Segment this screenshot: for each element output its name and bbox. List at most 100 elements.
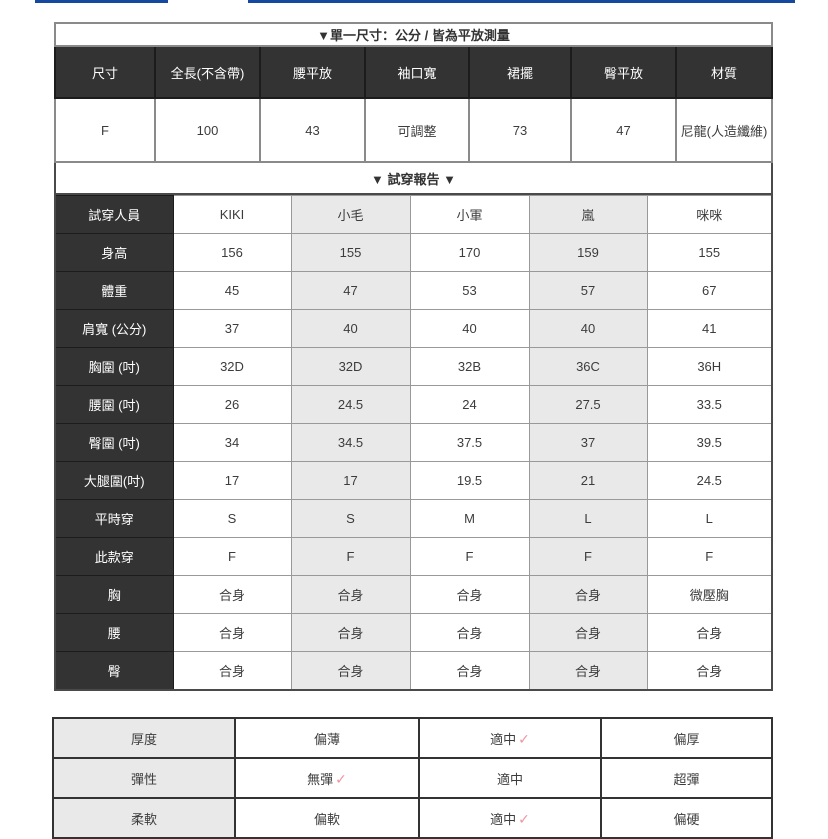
fit-value-cell: 合身 — [290, 575, 411, 614]
fit-row-label: 此款穿 — [54, 537, 174, 576]
fit-value-cell: 41 — [646, 309, 773, 348]
fit-value-cell: 32D — [172, 347, 292, 386]
fit-row-label: 臀圍 (吋) — [54, 423, 174, 462]
feel-option-text: 偏軟 — [313, 811, 340, 827]
fit-value-cell: 24.5 — [290, 385, 411, 424]
fit-value-cell: F — [172, 537, 292, 576]
feel-option-text: 偏薄 — [313, 731, 340, 747]
fit-value-cell: KIKI — [172, 195, 292, 234]
fit-report-row: 平時穿 S S M L L — [54, 499, 773, 538]
fit-report-title-bar: ▼ 試穿報告 ▼ — [54, 163, 773, 195]
fit-value-cell: 47 — [290, 271, 411, 310]
fit-value-cell: 159 — [528, 233, 648, 272]
top-clipped-link-underline-2[interactable] — [248, 0, 795, 3]
fit-value-cell: 40 — [528, 309, 648, 348]
feel-option-cell: 適中 — [418, 757, 602, 799]
size-col-header: 臀平放 — [570, 45, 677, 99]
size-value-cell: 尼龍(人造纖維) — [675, 97, 773, 163]
feel-row: 厚度 偏薄 適中 ✓ 偏厚 — [52, 717, 773, 759]
fit-value-cell: 39.5 — [646, 423, 773, 462]
size-value-cell: 73 — [468, 97, 572, 163]
fit-value-cell: F — [528, 537, 648, 576]
feel-option-text: 適中 — [490, 811, 517, 827]
size-table-header-row: 尺寸 全長(不含帶) 腰平放 袖口寬 裙擺 臀平放 材質 — [54, 45, 773, 99]
fit-value-cell: 26 — [172, 385, 292, 424]
fit-value-cell: 36H — [646, 347, 773, 386]
fit-value-cell: 合身 — [172, 651, 292, 691]
fit-value-cell: 40 — [409, 309, 530, 348]
fit-value-cell: M — [409, 499, 530, 538]
fit-row-label: 腰 — [54, 613, 174, 652]
check-icon: ✓ — [335, 770, 347, 787]
fit-value-cell: 19.5 — [409, 461, 530, 500]
fit-value-cell: 24.5 — [646, 461, 773, 500]
fit-value-cell: 合身 — [290, 613, 411, 652]
fit-value-cell: 155 — [290, 233, 411, 272]
check-icon: ✓ — [518, 810, 530, 827]
fit-value-cell: L — [646, 499, 773, 538]
fit-value-cell: 21 — [528, 461, 648, 500]
size-table-data-row: F 100 43 可調整 73 47 尼龍(人造纖維) — [54, 97, 773, 163]
feel-option-cell: 偏硬 — [600, 797, 773, 839]
size-spec-table: ▼單一尺寸：公分 / 皆為平放測量 尺寸 全長(不含帶) 腰平放 袖口寬 裙擺 臀平放 材質… — [54, 22, 773, 163]
fit-report-row: 身高 156 155 170 159 155 — [54, 233, 773, 272]
size-value-cell: 100 — [154, 97, 261, 163]
fit-report-row: 胸圍 (吋) 32D 32D 32B 36C 36H — [54, 347, 773, 386]
fit-row-label: 身高 — [54, 233, 174, 272]
fit-report-row: 胸合身 合身 合身 合身 微壓胸 — [54, 575, 773, 614]
size-col-header: 材質 — [675, 45, 773, 99]
fit-value-cell: 合身 — [646, 613, 773, 652]
fit-value-cell: 37 — [528, 423, 648, 462]
feel-option-text: 超彈 — [673, 771, 700, 787]
size-col-header: 裙擺 — [468, 45, 572, 99]
fit-report-row: 腰圍 (吋) 26 24.5 24 27.5 33.5 — [54, 385, 773, 424]
feel-row: 彈性 無彈 ✓ 適中 超彈 — [52, 757, 773, 799]
fit-report-row: 此款穿 F F F F F — [54, 537, 773, 576]
size-col-header: 袖口寬 — [364, 45, 470, 99]
fit-value-cell: 155 — [646, 233, 773, 272]
fit-value-cell: 嵐 — [528, 195, 648, 234]
fit-value-cell: 合身 — [290, 651, 411, 691]
fit-value-cell: 45 — [172, 271, 292, 310]
feel-option-text: 偏硬 — [673, 811, 700, 827]
fit-row-label: 試穿人員 — [54, 195, 174, 234]
fit-value-cell: F — [290, 537, 411, 576]
top-clipped-link-underline-1[interactable] — [35, 0, 168, 3]
feel-option-cell: 偏軟 — [234, 797, 420, 839]
fit-report-row: 大腿圍(吋) 17 17 19.5 21 24.5 — [54, 461, 773, 500]
fit-value-cell: 合身 — [172, 575, 292, 614]
fit-value-cell: 33.5 — [646, 385, 773, 424]
fit-value-cell: 36C — [528, 347, 648, 386]
feel-option-cell: 偏厚 — [600, 717, 773, 759]
fit-value-cell: 小毛 — [290, 195, 411, 234]
fit-value-cell: 17 — [290, 461, 411, 500]
size-value-cell: 43 — [259, 97, 366, 163]
fit-value-cell: 170 — [409, 233, 530, 272]
fit-value-cell: 合身 — [528, 575, 648, 614]
fit-report-row: 試穿人員 KIKI 小毛 小軍嵐咪咪 — [54, 195, 773, 234]
check-icon: ✓ — [518, 730, 530, 747]
size-value-cell: 可調整 — [364, 97, 470, 163]
fit-report-row: 腰合身 合身 合身 合身 合身 — [54, 613, 773, 652]
fit-report-title: ▼ 試穿報告 ▼ — [371, 171, 456, 187]
size-col-header: 全長(不含帶) — [154, 45, 261, 99]
fit-value-cell: F — [409, 537, 530, 576]
fit-value-cell: 156 — [172, 233, 292, 272]
fit-row-label: 胸 — [54, 575, 174, 614]
fit-report-row: 體重 45 47 53 57 67 — [54, 271, 773, 310]
fit-value-cell: 17 — [172, 461, 292, 500]
fit-value-cell: 合身 — [409, 651, 530, 691]
fit-row-label: 臀 — [54, 651, 174, 691]
fit-row-label: 胸圍 (吋) — [54, 347, 174, 386]
fit-value-cell: 27.5 — [528, 385, 648, 424]
fit-value-cell: 32B — [409, 347, 530, 386]
fit-report-row: 肩寬 (公分) 37 40 40 40 41 — [54, 309, 773, 348]
fit-value-cell: 合身 — [528, 651, 648, 691]
feel-option-cell: 無彈 ✓ — [234, 757, 420, 799]
feel-option-cell: 適中 ✓ — [418, 797, 602, 839]
fit-value-cell: 40 — [290, 309, 411, 348]
fit-value-cell: 微壓胸 — [646, 575, 773, 614]
fit-row-label: 大腿圍(吋) — [54, 461, 174, 500]
fit-row-label: 肩寬 (公分) — [54, 309, 174, 348]
fit-row-label: 體重 — [54, 271, 174, 310]
